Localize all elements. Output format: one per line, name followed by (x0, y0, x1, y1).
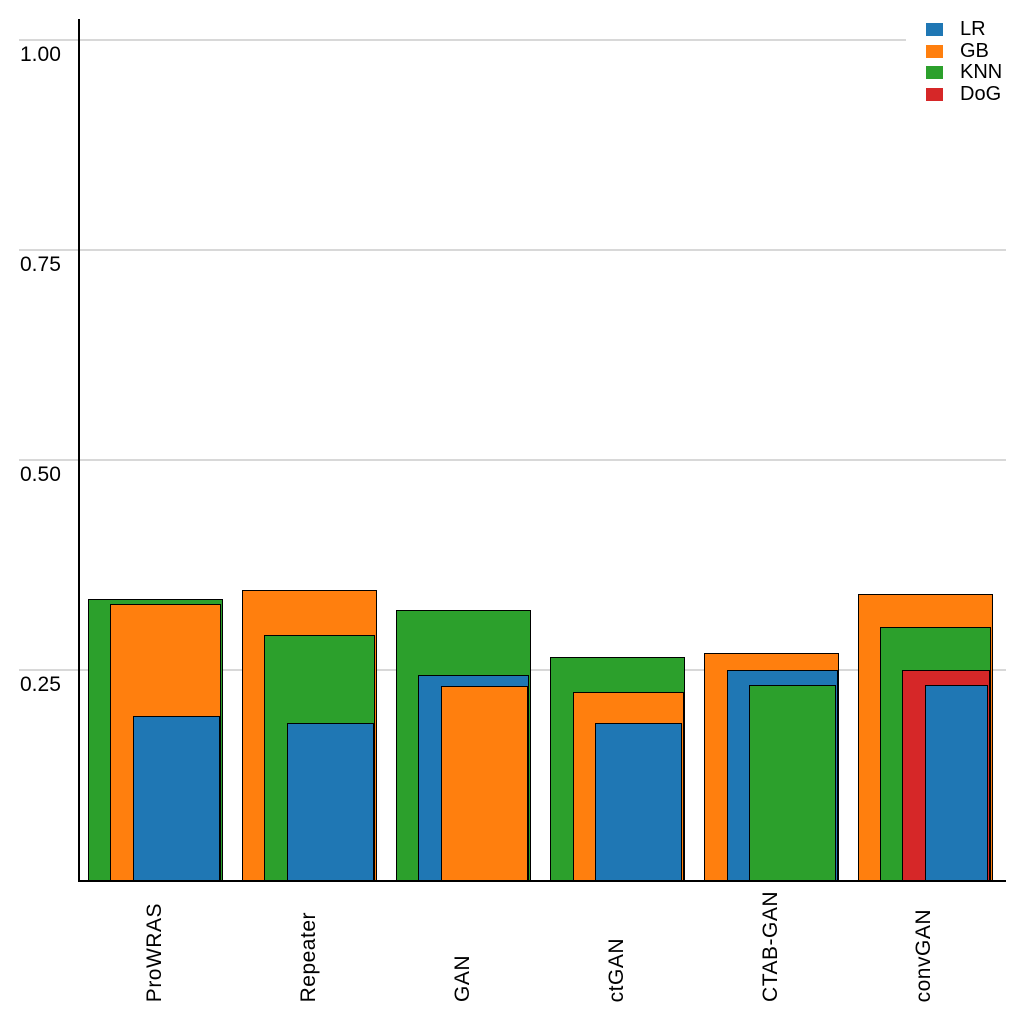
y-axis-spine (77, 19, 80, 883)
y-gridline (19, 248, 1006, 251)
legend-swatch-gb (926, 44, 943, 58)
bar-lr-repeater (286, 723, 374, 882)
legend-swatch-lr (926, 23, 943, 36)
bar-lr-prowras (132, 715, 220, 882)
y-tick-label: 0.75 (20, 252, 61, 276)
x-tick-label: Repeater (296, 911, 320, 1002)
legend-label-lr: LR (960, 18, 986, 40)
bar-knn-ctab-gan (748, 684, 837, 882)
bar-lr-ctgan (594, 723, 683, 882)
legend-label-dog: DoG (960, 82, 1002, 105)
x-tick-label: convGAN (912, 908, 936, 1002)
legend-label-knn: KNN (960, 61, 1003, 83)
legend-swatch-knn (926, 66, 943, 79)
x-tick-label: CTAB-GAN (758, 891, 782, 1002)
x-tick-label: ProWRAS (142, 902, 166, 1002)
x-tick-label: GAN (450, 954, 474, 1002)
y-tick-label: 0.25 (20, 673, 61, 697)
bar-lr-convgan (924, 684, 989, 882)
y-gridline (19, 459, 1006, 462)
x-tick-label: ctGAN (604, 937, 628, 1002)
bar-gb-gan (440, 685, 528, 882)
y-gridline (19, 38, 1006, 41)
y-tick-label: 0.50 (20, 463, 61, 487)
legend-background (906, 12, 1018, 112)
legend-swatch-dog (926, 87, 943, 101)
y-tick-label: 1.00 (20, 42, 61, 66)
legend-label-gb: GB (960, 39, 989, 62)
x-axis-spine (77, 880, 1006, 883)
